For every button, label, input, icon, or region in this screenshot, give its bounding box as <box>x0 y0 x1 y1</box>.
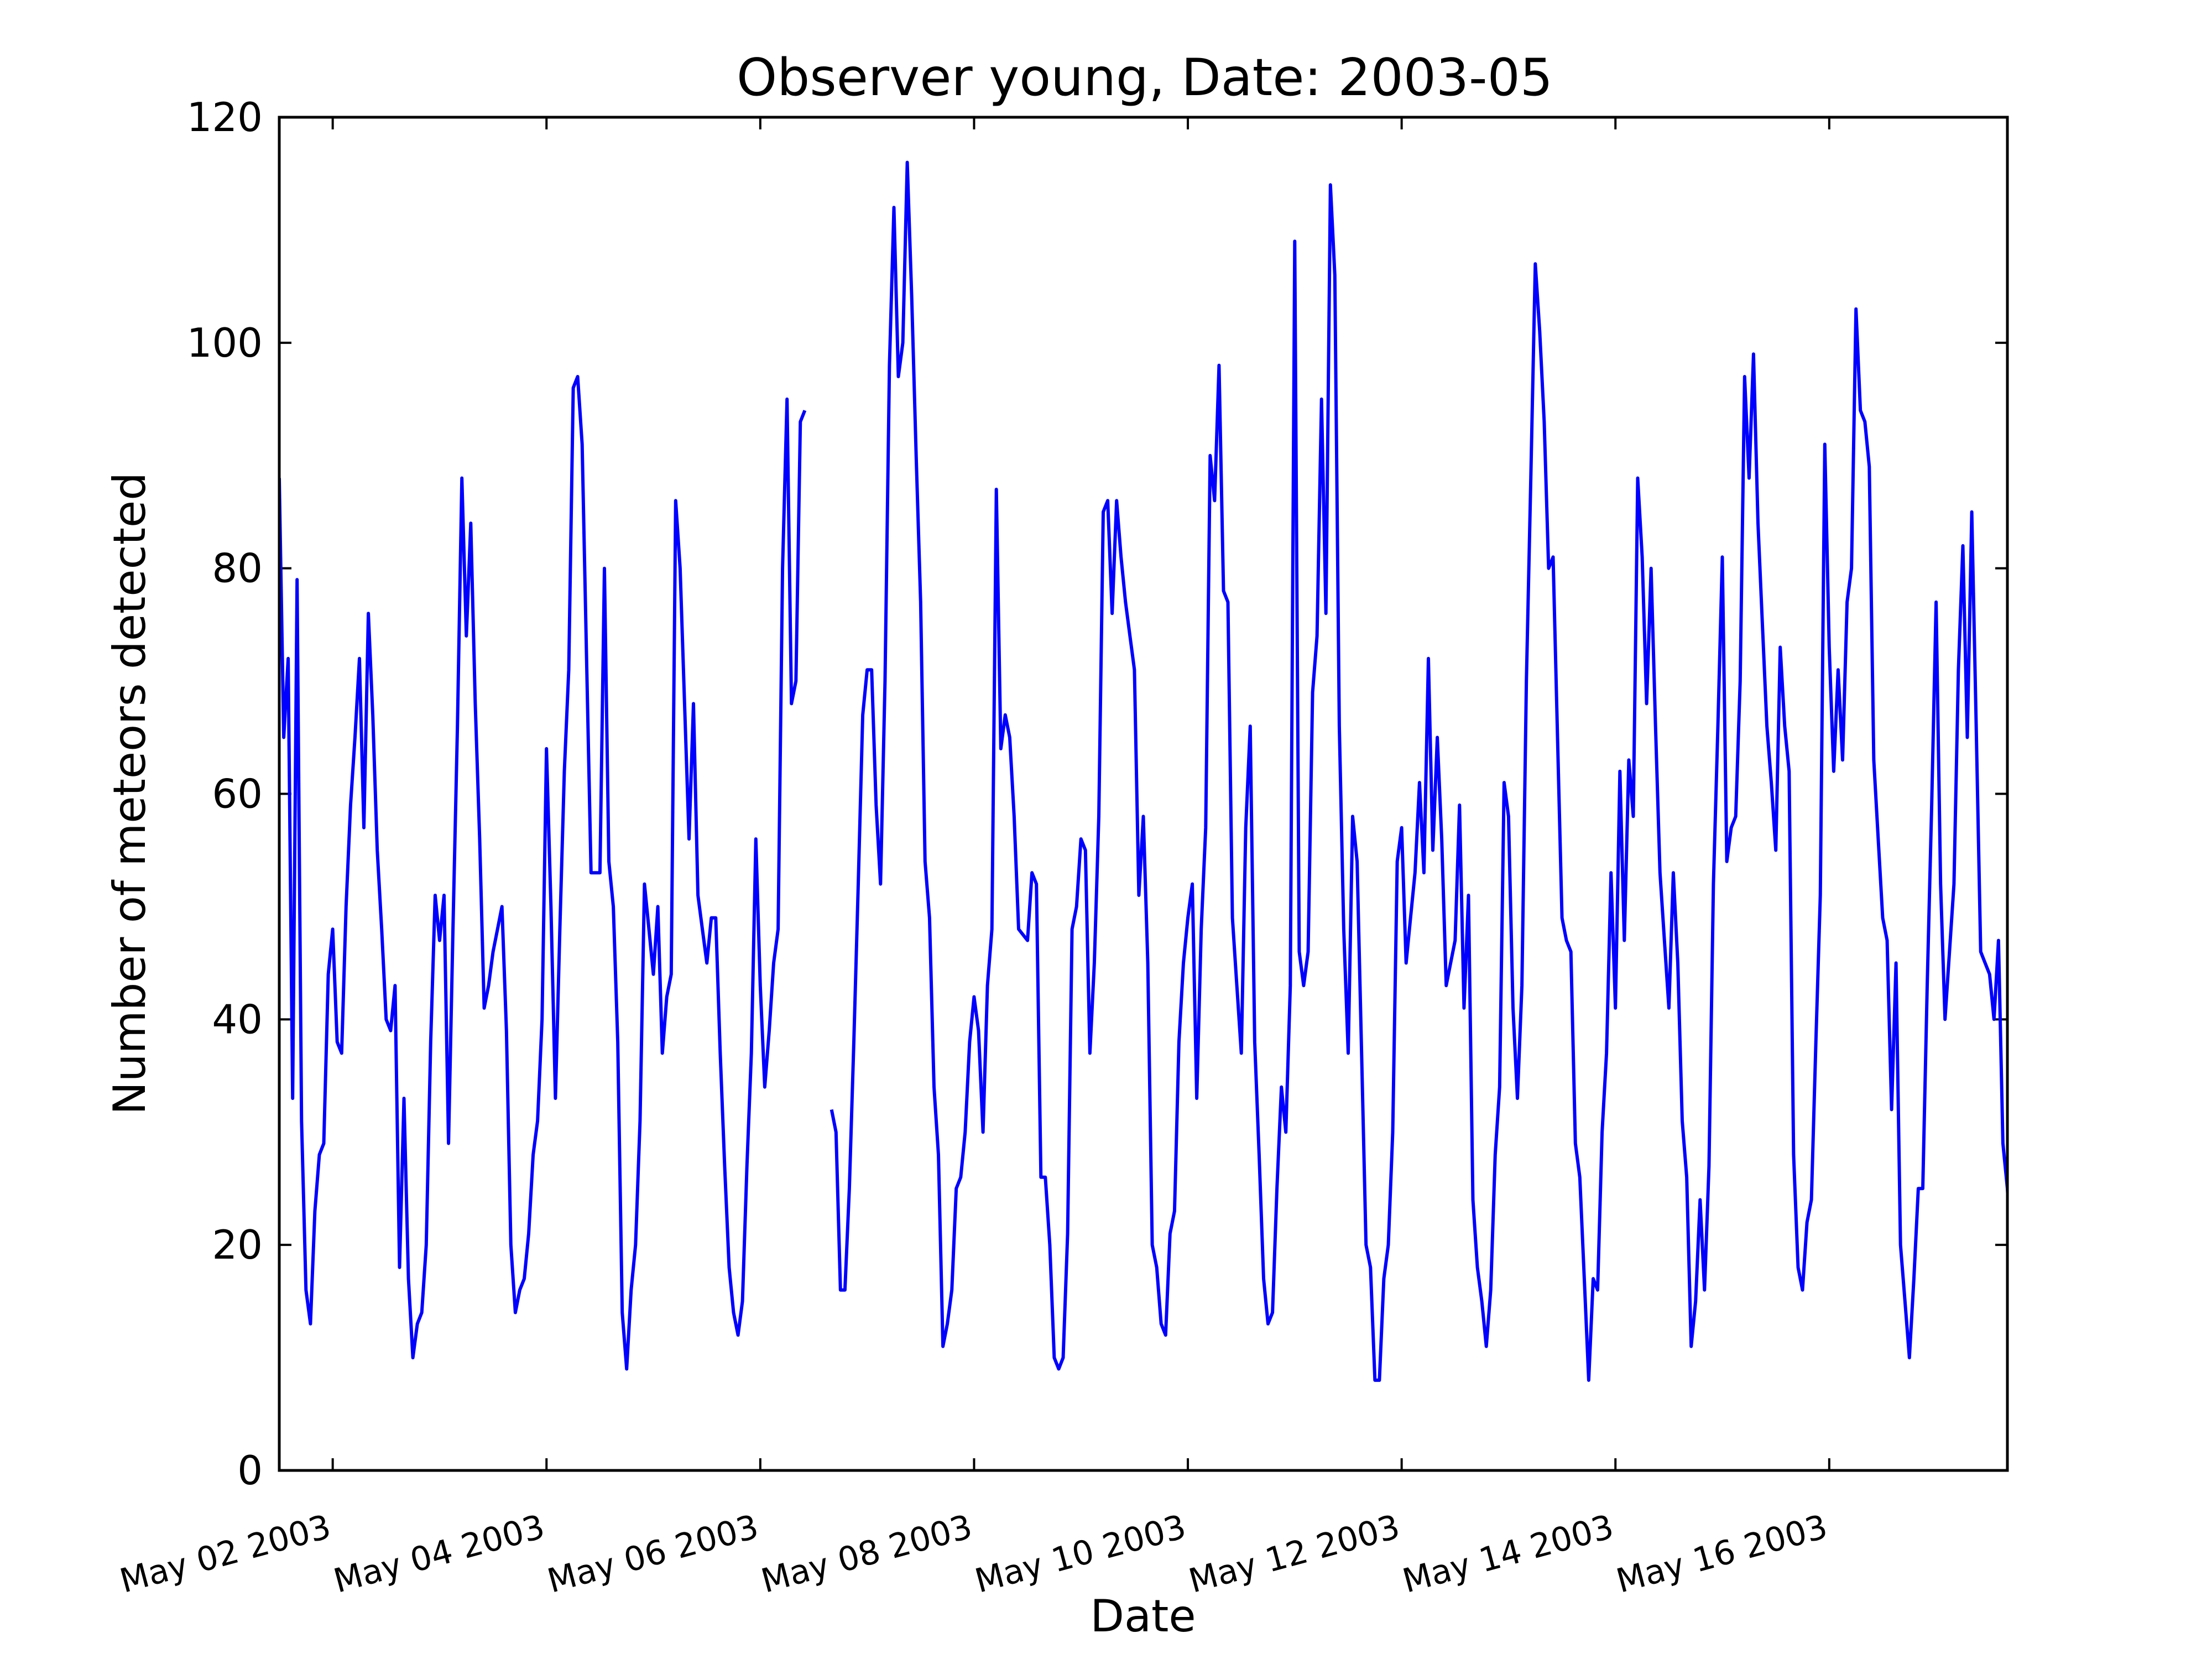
y-tick-label: 80 <box>212 545 263 592</box>
y-tick-label: 0 <box>237 1447 263 1494</box>
series-line <box>830 160 2007 1382</box>
y-axis-ticks: 0 20 40 60 80 100 120 <box>187 94 2007 1494</box>
y-tick-label: 20 <box>212 1222 263 1268</box>
y-tick-label: 60 <box>212 771 263 817</box>
y-axis-label: Number of meteors detected <box>104 472 155 1115</box>
chart-title: Observer young, Date: 2003-05 <box>737 48 1553 107</box>
y-tick-label: 120 <box>187 94 263 140</box>
series-lines <box>279 160 2007 1382</box>
y-tick-label: 100 <box>187 320 263 366</box>
y-tick-label: 40 <box>212 996 263 1042</box>
series-line <box>279 375 807 1371</box>
plot-frame <box>278 116 2009 1472</box>
x-axis-label: Date <box>1090 1590 1196 1642</box>
